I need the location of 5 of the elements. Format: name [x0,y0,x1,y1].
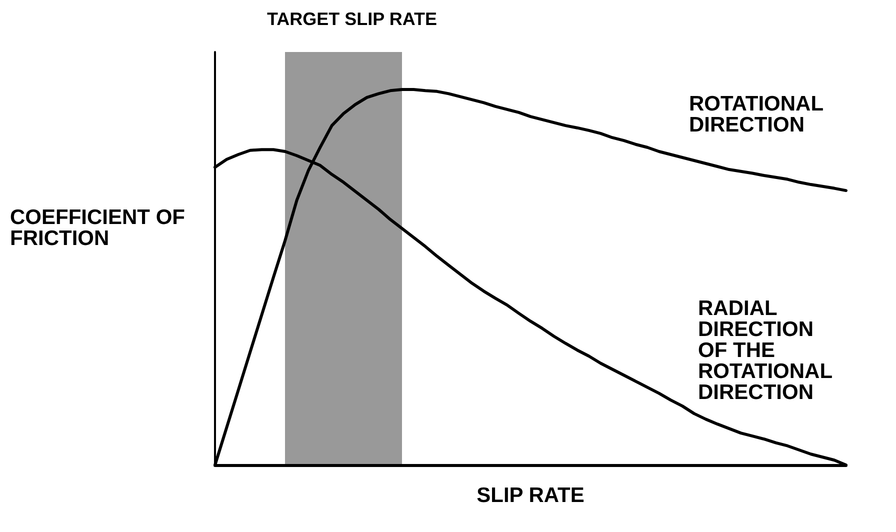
text: TARGET SLIP RATE [266,9,438,29]
series-label: ROTATIONAL DIRECTION [689,92,829,137]
series-label: RADIAL DIRECTION OF THE ROTATIONAL DIRECTION [698,297,838,404]
y-axis-title: COEFFICIENT OF FRICTION [10,206,191,250]
x-axis-title: SLIP RATE [476,484,584,507]
